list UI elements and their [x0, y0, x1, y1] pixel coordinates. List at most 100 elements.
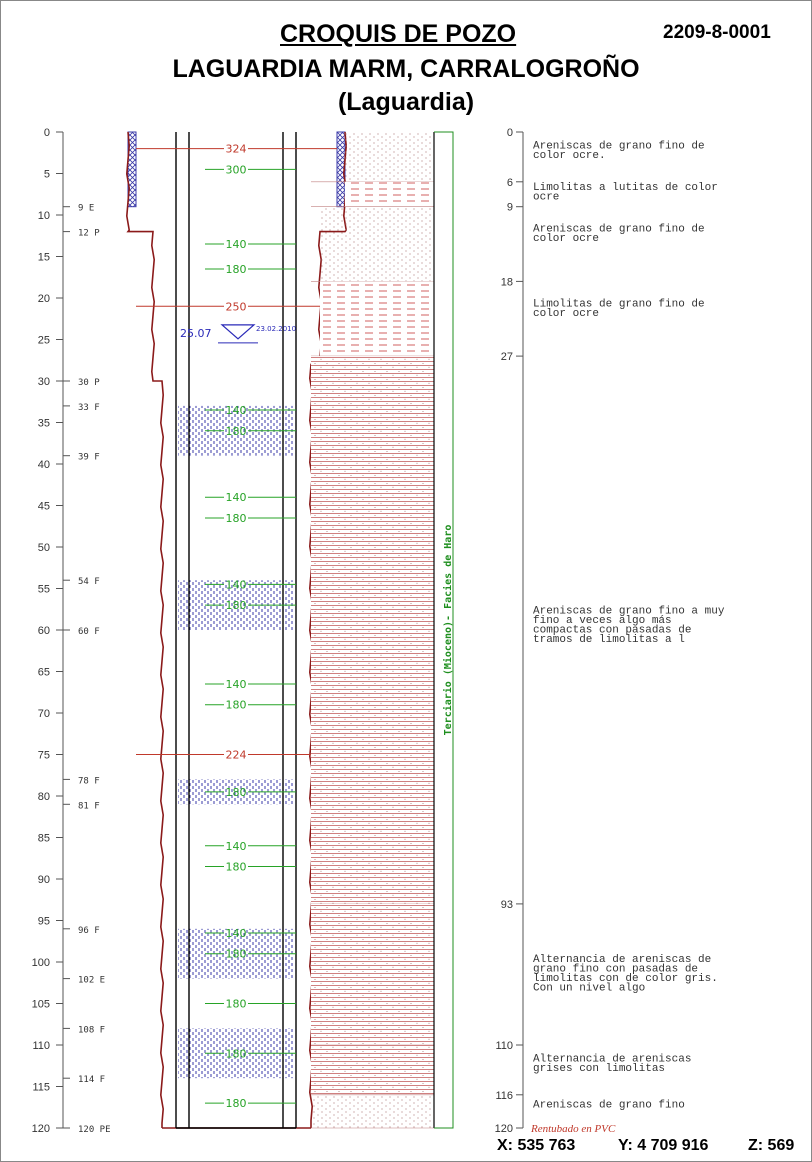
water-level-depth: 25.07 [180, 327, 212, 340]
description-line: Areniscas de grano fino de [533, 141, 705, 153]
description-line: ocre [533, 192, 559, 204]
description-line: Areniscas de grano fino a muy [533, 605, 725, 617]
depth-tick-label: 50 [38, 542, 50, 554]
depth-tick-label: 65 [38, 667, 50, 679]
diameter-label: 180 [226, 263, 247, 276]
depth-tick-label: 115 [32, 1082, 50, 1094]
depth-tick-label: 110 [32, 1040, 50, 1052]
page-title: CROQUIS DE POZO [280, 20, 517, 48]
depth-tick-label: 60 [38, 625, 50, 637]
description-depth: 0 [507, 127, 513, 139]
depth-tick-label: 25 [38, 335, 50, 347]
depth-tick-label: 100 [32, 957, 50, 969]
lithology-layer [311, 356, 434, 904]
diameter-label: 180 [226, 861, 247, 874]
formation-label: Terciario (Mioceno)- Facies de Haro [442, 525, 454, 736]
diameter-label: 324 [226, 143, 247, 156]
site-name: LAGUARDIA MARM, CARRALOGROÑO [172, 55, 640, 83]
diameter-label: 180 [226, 699, 247, 712]
coordinate-y: Y: 4 709 916 [618, 1137, 709, 1154]
casing-event-label: 108 F [78, 1025, 105, 1035]
description-depth: 110 [495, 1040, 513, 1052]
description-line: color ocre [533, 308, 599, 320]
well-code: 2209-8-0001 [663, 22, 771, 43]
depth-tick-label: 80 [38, 791, 50, 803]
lithology-layer [311, 1094, 434, 1128]
diameter-label: 140 [226, 840, 247, 853]
description-depth: 18 [501, 276, 513, 288]
lithology-layer [311, 1045, 434, 1095]
description-line: Limolitas de grano fino de [533, 298, 705, 310]
description-depth: 93 [501, 899, 513, 911]
description-line: Alternancia de areniscas de [533, 954, 711, 966]
borehole-wall-left [125, 131, 165, 1128]
depth-tick-label: 40 [38, 459, 50, 471]
diameter-label: 180 [226, 599, 247, 612]
description-line: Alternancia de areniscas [533, 1054, 691, 1066]
description-depth: 116 [495, 1090, 513, 1102]
casing-event-label: 30 P [78, 378, 100, 388]
casing-event-label: 54 F [78, 577, 100, 587]
description-line: grises con limolitas [533, 1063, 665, 1075]
depth-tick-label: 5 [44, 169, 50, 181]
description-line: fino a veces algo más [533, 615, 672, 627]
depth-tick-label: 95 [38, 916, 50, 928]
diameter-label: 140 [226, 491, 247, 504]
diameter-label: 180 [226, 786, 247, 799]
description-line: Limolitas a lutitas de color [533, 182, 718, 194]
diameter-label: 180 [226, 1097, 247, 1110]
description-line: Areniscas de grano fino de [533, 224, 705, 236]
casing-event-label: 120 PE [78, 1125, 111, 1135]
lithology-layer [311, 903, 434, 1045]
diameter-label: 180 [226, 1047, 247, 1060]
depth-tick-label: 35 [38, 418, 50, 430]
diameter-label: 250 [226, 300, 247, 313]
depth-tick-label: 10 [38, 210, 50, 222]
description-line: limolitas con de color gris. [533, 973, 718, 985]
diameter-label: 180 [226, 948, 247, 961]
casing-event-label: 81 F [78, 801, 100, 811]
depth-tick-label: 20 [38, 293, 50, 305]
description-line: tramos de limolitas a l [533, 634, 685, 646]
diameter-label: 140 [226, 927, 247, 940]
depth-tick-label: 0 [44, 127, 50, 139]
water-level-date: 23.02.2010 [256, 325, 296, 333]
diameter-label: 224 [226, 749, 247, 762]
depth-tick-label: 70 [38, 708, 50, 720]
municipality-name: (Laguardia) [337, 88, 475, 116]
depth-tick-label: 75 [38, 750, 50, 762]
lithology-column: Terciario (Mioceno)- Facies de Haro [311, 131, 454, 1129]
description-line: Con un nivel algo [533, 983, 645, 995]
depth-tick-label: 15 [38, 252, 50, 264]
depth-tick-label: 120 [32, 1123, 50, 1135]
depth-tick-label: 105 [32, 999, 50, 1011]
description-depth: 9 [507, 202, 513, 214]
description-line: color ocre. [533, 150, 606, 162]
description-line: compactas con pasadas de [533, 624, 691, 636]
casing-event-label: 102 E [78, 976, 105, 986]
description-depth: 27 [501, 351, 513, 363]
diameter-label: 300 [226, 163, 247, 176]
description-depth: 6 [507, 177, 513, 189]
depth-scale: 0 5 10 15 20 25 30 35 40 45 50 55 60 65 70 75 80 85 90 95 10… [32, 127, 64, 1135]
diameter-label: 140 [226, 678, 247, 691]
casing-event-label: 78 F [78, 776, 100, 786]
description-line: grano fino con pasadas de [533, 964, 698, 976]
description-depth: 120 [495, 1123, 513, 1135]
lithology-descriptions: 0 6 9 18 27 93 110 116 120 Areniscas de grano fin… [495, 127, 725, 1135]
coordinate-x: X: 535 763 [497, 1137, 576, 1154]
casing-event-label: 96 F [78, 926, 100, 936]
casing-event-label: 33 F [78, 403, 100, 413]
borehole: 324 300 140 180 250 140 180 140 180 140 180 140 180 2… [125, 131, 348, 1129]
lithology-layer [345, 132, 434, 182]
depth-tick-label: 55 [38, 584, 50, 596]
lithology-layer [320, 206, 434, 282]
diameter-label: 180 [226, 425, 247, 438]
coordinate-z: Z: 569 [748, 1137, 795, 1154]
depth-tick-label: 85 [38, 833, 50, 845]
depth-tick-label: 30 [38, 376, 50, 388]
casing-event-label: 60 F [78, 627, 100, 637]
casing-event-label: 9 E [78, 204, 94, 214]
lithology-layer [345, 181, 434, 207]
